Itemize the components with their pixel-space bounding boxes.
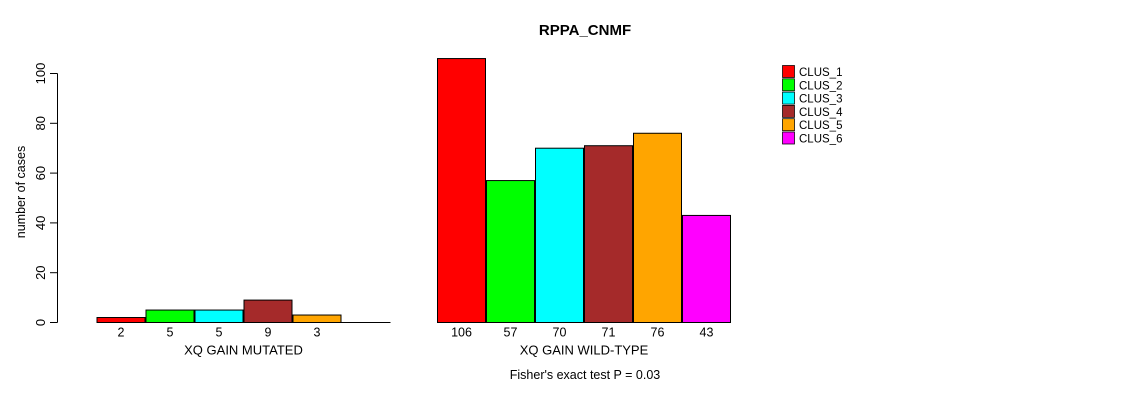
bar-value-label: 3: [314, 326, 321, 340]
legend-label-clus_6: CLUS_6: [799, 134, 842, 146]
bar-value-label: 71: [602, 326, 616, 340]
y-axis-title: number of cases: [14, 145, 28, 239]
legend-label-clus_5: CLUS_5: [799, 120, 842, 132]
legend-swatch-clus_4: [782, 105, 795, 118]
legend-label-clus_2: CLUS_2: [799, 80, 842, 92]
bar-value-label: 43: [700, 326, 714, 340]
bar-clus_5-group2: [633, 132, 682, 323]
y-axis-tick-label: 60: [33, 166, 48, 180]
legend-swatch-clus_6: [782, 131, 795, 145]
bar-value-label: 2: [118, 326, 125, 340]
x-axis-group-label: XQ GAIN WILD-TYPE: [520, 343, 649, 358]
y-axis-tick-label: 40: [33, 216, 48, 230]
legend-swatch-clus_5: [782, 118, 795, 132]
bar-value-label: 5: [167, 326, 174, 340]
y-axis-tick-label: 0: [33, 319, 48, 326]
bar-value-label: 57: [504, 326, 518, 340]
bar-value-label: 76: [651, 326, 665, 340]
legend-swatch-clus_1: [782, 65, 795, 78]
bar-clus_1-group2: [437, 58, 486, 324]
legend-swatch-clus_2: [782, 78, 795, 92]
bar-value-label: 9: [265, 326, 272, 340]
y-axis-tick-label: 20: [33, 265, 48, 279]
legend-label-clus_1: CLUS_1: [799, 67, 842, 79]
chart-title: RPPA_CNMF: [538, 22, 632, 39]
y-axis-tick-label: 80: [33, 116, 48, 130]
bar-clus_2-group1: [145, 309, 195, 323]
bar-clus_3-group2: [535, 147, 584, 323]
bar-value-label: 5: [216, 326, 223, 340]
bar-clus_1-group1: [96, 317, 146, 323]
bar-value-label: 70: [553, 326, 567, 340]
bar-clus_4-group2: [584, 145, 633, 323]
x-axis-group-label: XQ GAIN MUTATED: [184, 343, 303, 358]
bar-clus_4-group1: [243, 299, 293, 323]
bar-clus_5-group1: [292, 314, 342, 323]
legend-swatch-clus_3: [782, 91, 795, 105]
y-axis-tick-label: 100: [33, 63, 48, 85]
bar-value-label: 106: [451, 326, 472, 340]
fisher-test-annotation: Fisher's exact test P = 0.03: [509, 368, 661, 382]
bar-clus_6-group2: [682, 214, 731, 323]
bar-clus_3-group1: [194, 309, 244, 323]
legend-label-clus_4: CLUS_4: [799, 107, 843, 119]
bar-clus_2-group2: [486, 180, 535, 323]
legend-label-clus_3: CLUS_3: [799, 94, 842, 106]
